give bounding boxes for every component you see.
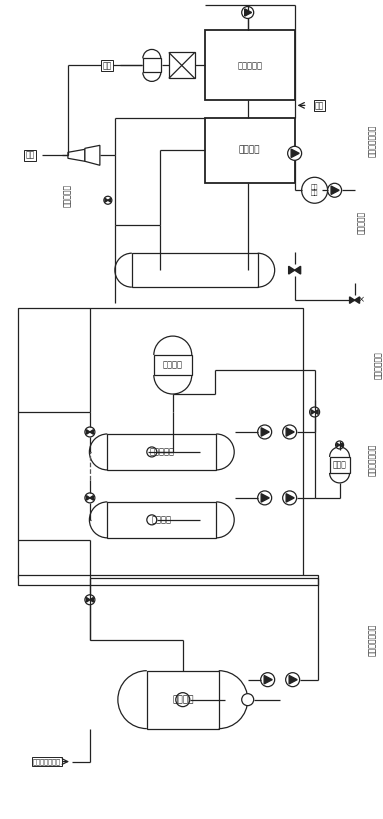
Circle shape <box>288 147 302 161</box>
Polygon shape <box>295 266 301 274</box>
Circle shape <box>309 407 320 417</box>
Polygon shape <box>289 676 297 684</box>
Polygon shape <box>314 410 318 414</box>
Bar <box>147 671 219 729</box>
Polygon shape <box>85 145 100 165</box>
Circle shape <box>302 177 327 203</box>
Text: 真空喷射泵: 真空喷射泵 <box>64 183 72 207</box>
Circle shape <box>327 183 342 197</box>
Text: 氯化石蜡循环泵: 氯化石蜡循环泵 <box>368 444 377 476</box>
Circle shape <box>85 427 95 437</box>
Bar <box>18 308 303 577</box>
Bar <box>143 58 161 72</box>
Bar <box>132 253 258 287</box>
Polygon shape <box>90 598 93 602</box>
Bar <box>107 434 216 470</box>
Circle shape <box>258 491 272 505</box>
Polygon shape <box>291 149 299 157</box>
Circle shape <box>242 694 254 706</box>
Polygon shape <box>261 428 269 437</box>
Circle shape <box>104 197 112 204</box>
Text: 循水: 循水 <box>25 151 34 160</box>
Polygon shape <box>105 198 108 202</box>
Polygon shape <box>87 430 90 434</box>
Text: 油气分离器: 油气分离器 <box>357 210 366 233</box>
Text: 氯化石蜡循环泵: 氯化石蜡循环泵 <box>368 623 377 656</box>
Bar <box>107 502 216 538</box>
Circle shape <box>176 693 190 707</box>
Polygon shape <box>286 494 294 502</box>
Text: 成品氯化石蜡: 成品氯化石蜡 <box>374 351 383 379</box>
Text: 成品储罐: 成品储罐 <box>163 360 183 369</box>
Bar <box>154 355 192 375</box>
Circle shape <box>147 447 157 457</box>
Circle shape <box>283 425 297 439</box>
Text: 脱气水槽: 脱气水槽 <box>239 146 260 155</box>
Bar <box>169 52 195 79</box>
Polygon shape <box>331 186 339 194</box>
Bar <box>330 457 350 473</box>
Text: 稳定剂: 稳定剂 <box>333 460 347 469</box>
Bar <box>18 575 318 585</box>
Polygon shape <box>337 443 340 447</box>
Text: 油气
分离: 油气 分离 <box>311 184 318 197</box>
Circle shape <box>286 672 300 686</box>
Circle shape <box>147 515 157 525</box>
Polygon shape <box>90 430 93 434</box>
Polygon shape <box>350 296 355 303</box>
Bar <box>205 30 295 101</box>
Circle shape <box>261 672 275 686</box>
Polygon shape <box>289 266 295 274</box>
Text: 主脱气罐: 主脱气罐 <box>152 515 172 524</box>
Polygon shape <box>261 494 269 502</box>
Circle shape <box>85 493 95 503</box>
Circle shape <box>242 7 254 19</box>
Circle shape <box>283 491 297 505</box>
Polygon shape <box>68 149 85 161</box>
Bar <box>205 119 295 183</box>
Polygon shape <box>355 296 360 303</box>
Circle shape <box>336 441 344 449</box>
Polygon shape <box>245 9 252 16</box>
Polygon shape <box>286 428 294 437</box>
Polygon shape <box>90 495 93 500</box>
Polygon shape <box>87 495 90 500</box>
Polygon shape <box>311 410 314 414</box>
Text: 脱气水槽循环泵: 脱气水槽循环泵 <box>368 124 377 156</box>
Polygon shape <box>87 598 90 602</box>
Polygon shape <box>108 198 111 202</box>
Polygon shape <box>340 443 342 447</box>
Text: 冷却: 冷却 <box>102 61 111 70</box>
Text: ×: × <box>358 296 365 305</box>
Text: 前置脱气罐: 前置脱气罐 <box>149 447 174 456</box>
Circle shape <box>85 595 95 604</box>
Polygon shape <box>264 676 272 684</box>
Text: 半成品氯化石蜡: 半成品氯化石蜡 <box>33 758 61 765</box>
Text: 半成品槽: 半成品槽 <box>172 695 193 704</box>
Circle shape <box>258 425 272 439</box>
Text: 脱气反应釜: 脱气反应釜 <box>237 61 262 70</box>
Text: 硫酸: 硫酸 <box>315 101 324 110</box>
